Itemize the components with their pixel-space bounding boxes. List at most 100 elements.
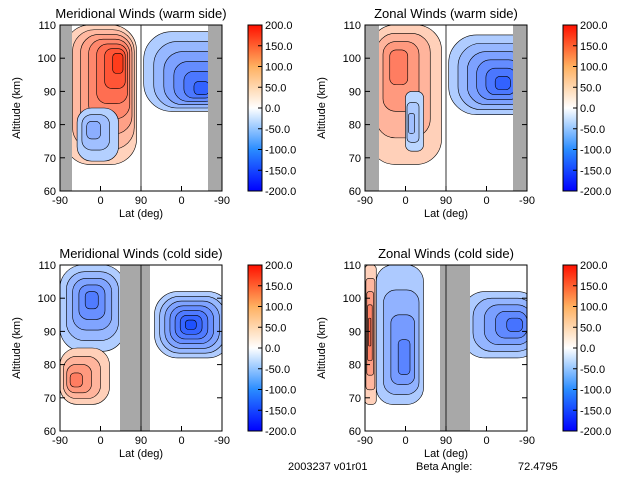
colorbar-tick-label: -100.0: [265, 145, 296, 157]
y-tick-label: 80: [349, 120, 361, 132]
x-axis-label: Lat (deg): [424, 208, 468, 220]
contour-region-2-level-3: [408, 113, 415, 134]
contour-region-2-level-4: [69, 372, 83, 388]
panel-title: Zonal Winds (warm side): [374, 6, 518, 21]
contour-layer: [60, 265, 222, 431]
x-tick-label: -90: [519, 435, 535, 447]
nodata-band-1: [120, 265, 150, 431]
x-tick-label: 0: [483, 195, 489, 207]
x-tick-label: 90: [440, 195, 452, 207]
y-tick-label: 100: [38, 53, 56, 65]
colorbar-tick-label: -200.0: [265, 426, 296, 438]
contour-layer: [365, 265, 527, 431]
colorbar-tick-label: -200.0: [265, 186, 296, 198]
contour-region-1-level-5: [84, 291, 99, 310]
colorbar-tick-label: -200.0: [580, 186, 611, 198]
x-tick-label: -90: [214, 435, 230, 447]
colorbar-tick-label: 150.0: [265, 41, 293, 53]
colorbar-tick-label: 0.0: [580, 103, 595, 115]
x-axis-label: Lat (deg): [424, 448, 468, 460]
nodata-band-1: [60, 25, 72, 191]
contour-layer: [365, 25, 527, 191]
colorbar-tick-label: -50.0: [265, 364, 290, 376]
nodata-band-1: [365, 25, 379, 191]
colorbar-tick-label: -150.0: [265, 405, 296, 417]
panel-1: Meridional Winds (warm side) 60 70 80 90 100 1…: [11, 6, 296, 220]
nodata-band-2: [513, 25, 527, 191]
y-tick-label: 110: [38, 260, 56, 272]
x-tick-label: 0: [97, 435, 103, 447]
y-tick-label: 70: [44, 393, 56, 405]
x-tick-label: 0: [483, 435, 489, 447]
colorbar-tick-label: 100.0: [265, 302, 293, 314]
y-tick-label: 60: [44, 426, 56, 438]
colorbar-tick-label: 100.0: [265, 62, 293, 74]
y-tick-label: 70: [349, 393, 361, 405]
colorbar-tick-label: 50.0: [265, 322, 286, 334]
x-tick-label: 90: [440, 435, 452, 447]
contour-region-1-level-4: [389, 49, 409, 86]
y-tick-label: 70: [349, 153, 361, 165]
colorbar-tick-label: 150.0: [265, 281, 293, 293]
colorbar-tick-label: 200.0: [265, 260, 293, 272]
y-tick-label: 60: [349, 186, 361, 198]
colorbar-tick-label: 150.0: [580, 281, 608, 293]
y-tick-label: 90: [349, 326, 361, 338]
panel-title: Zonal Winds (cold side): [378, 246, 514, 261]
colorbar-tick-label: -150.0: [265, 165, 296, 177]
y-axis-label: Altitude (km): [11, 317, 23, 379]
contour-region-3-level-5: [506, 317, 523, 332]
x-tick-label: -90: [357, 435, 373, 447]
colorbar-tick-label: 200.0: [265, 20, 293, 32]
x-tick-label: -90: [52, 435, 68, 447]
panel-4: Zonal Winds (cold side) 60 70 80 90 100 110 -90…: [316, 246, 611, 460]
contour-region-2-level-3: [86, 120, 101, 140]
x-tick-label: 0: [178, 435, 184, 447]
x-tick-label: 0: [97, 195, 103, 207]
y-tick-label: 90: [44, 326, 56, 338]
y-tick-label: 70: [44, 153, 56, 165]
contour-region-3-level-7: [185, 319, 197, 330]
x-tick-label: -90: [519, 195, 535, 207]
y-tick-label: 60: [44, 186, 56, 198]
y-axis-label: Altitude (km): [316, 77, 328, 139]
y-axis-label: Altitude (km): [11, 77, 23, 139]
x-tick-label: 90: [135, 435, 147, 447]
nodata-band-2: [208, 25, 222, 191]
contour-layer: [60, 25, 222, 191]
colorbar-tick-label: -100.0: [580, 145, 611, 157]
footer-beta-value: 72.4795: [518, 461, 558, 473]
footer-date-version: 2003237 v01r01: [288, 461, 368, 473]
x-tick-label: 0: [402, 195, 408, 207]
x-tick-label: -90: [357, 195, 373, 207]
y-tick-label: 60: [349, 426, 361, 438]
x-tick-label: 90: [135, 195, 147, 207]
y-tick-label: 110: [38, 20, 56, 32]
colorbar-tick-label: -150.0: [580, 165, 611, 177]
footer-beta-label: Beta Angle:: [416, 461, 472, 473]
x-axis-label: Lat (deg): [119, 208, 163, 220]
panel-title: Meridional Winds (warm side): [55, 6, 226, 21]
colorbar-tick-label: 50.0: [580, 82, 601, 94]
contour-region-1-level-5: [368, 317, 372, 347]
contour-region-3-level-6: [494, 76, 511, 91]
y-tick-label: 100: [38, 293, 56, 305]
y-tick-label: 110: [343, 20, 361, 32]
colorbar-tick-label: -150.0: [580, 405, 611, 417]
y-tick-label: 100: [343, 53, 361, 65]
y-tick-label: 100: [343, 293, 361, 305]
contour-region-1-level-7: [112, 53, 124, 74]
colorbar-tick-label: 100.0: [580, 302, 608, 314]
colorbar-tick-label: 50.0: [265, 82, 286, 94]
y-tick-label: 110: [343, 260, 361, 272]
x-axis-label: Lat (deg): [119, 448, 163, 460]
colorbar-tick-label: -100.0: [265, 385, 296, 397]
colorbar-tick-label: -50.0: [265, 124, 290, 136]
colorbar-tick-label: -50.0: [580, 124, 605, 136]
y-tick-label: 90: [349, 86, 361, 98]
y-axis-label: Altitude (km): [316, 317, 328, 379]
colorbar-tick-label: -50.0: [580, 364, 605, 376]
colorbar-tick-label: 0.0: [580, 343, 595, 355]
contour-region-2-level-4: [397, 339, 411, 375]
